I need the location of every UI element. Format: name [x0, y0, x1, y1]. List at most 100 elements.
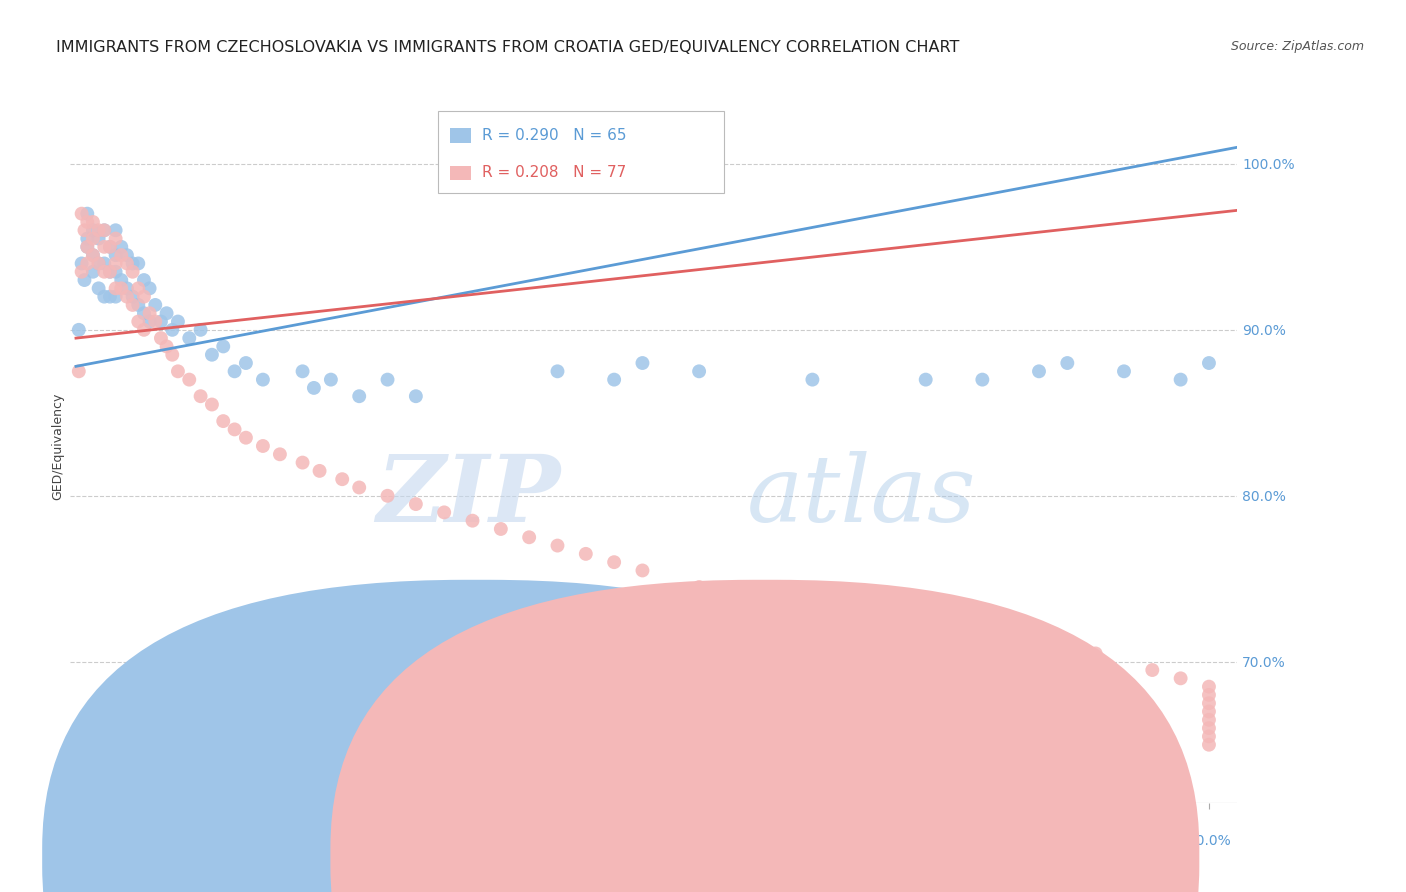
- Point: [110, 240, 132, 254]
- Point: [149, 331, 172, 345]
- Point: [167, 364, 190, 378]
- Point: [98, 240, 121, 254]
- Point: [93, 265, 115, 279]
- Point: [155, 339, 177, 353]
- Point: [433, 505, 456, 519]
- Point: [138, 314, 160, 328]
- Point: [87, 223, 110, 237]
- Text: R = 0.208   N = 77: R = 0.208 N = 77: [482, 165, 627, 180]
- Point: [132, 306, 155, 320]
- Point: [87, 281, 110, 295]
- Point: [291, 456, 314, 470]
- Point: [82, 223, 104, 237]
- Point: [82, 248, 104, 262]
- Point: [914, 373, 936, 387]
- Point: [104, 248, 127, 262]
- Text: Source: ZipAtlas.com: Source: ZipAtlas.com: [1230, 40, 1364, 54]
- Point: [461, 514, 484, 528]
- Point: [302, 381, 325, 395]
- Point: [1142, 663, 1164, 677]
- Point: [745, 588, 768, 602]
- Point: [347, 481, 370, 495]
- Point: [104, 223, 127, 237]
- Point: [73, 273, 96, 287]
- Point: [98, 265, 121, 279]
- Point: [98, 290, 121, 304]
- Point: [121, 290, 143, 304]
- Point: [93, 290, 115, 304]
- Point: [143, 314, 166, 328]
- Point: [104, 281, 127, 295]
- Bar: [437, 111, 724, 193]
- Point: [1028, 364, 1050, 378]
- Point: [347, 389, 370, 403]
- Text: 0.0%: 0.0%: [77, 834, 112, 848]
- Point: [1112, 364, 1135, 378]
- Point: [1198, 713, 1220, 727]
- Point: [377, 373, 399, 387]
- Point: [914, 613, 936, 627]
- Bar: [450, 166, 471, 180]
- Point: [104, 290, 127, 304]
- Point: [138, 281, 160, 295]
- Point: [121, 298, 143, 312]
- Point: [127, 281, 149, 295]
- Point: [149, 314, 172, 328]
- Point: [98, 265, 121, 279]
- Point: [76, 207, 98, 221]
- Text: IMMIGRANTS FROM CZECHOSLOVAKIA VS IMMIGRANTS FROM CROATIA GED/EQUIVALENCY CORREL: IMMIGRANTS FROM CZECHOSLOVAKIA VS IMMIGR…: [56, 40, 960, 55]
- Point: [132, 290, 155, 304]
- Point: [98, 240, 121, 254]
- Point: [167, 314, 190, 328]
- Point: [179, 373, 201, 387]
- Point: [132, 273, 155, 287]
- Point: [377, 489, 399, 503]
- Text: 20.0%: 20.0%: [1187, 834, 1230, 848]
- Point: [1056, 356, 1078, 370]
- Point: [461, 696, 484, 710]
- Point: [70, 256, 93, 270]
- Point: [801, 597, 824, 611]
- Point: [801, 373, 824, 387]
- Point: [121, 265, 143, 279]
- Point: [76, 231, 98, 245]
- Point: [104, 265, 127, 279]
- Point: [132, 323, 155, 337]
- Y-axis label: GED/Equivalency: GED/Equivalency: [52, 392, 65, 500]
- Text: atlas: atlas: [747, 451, 977, 541]
- Point: [201, 348, 224, 362]
- Point: [688, 364, 710, 378]
- Point: [87, 256, 110, 270]
- Point: [1198, 356, 1220, 370]
- Point: [138, 306, 160, 320]
- Point: [1084, 647, 1107, 661]
- Text: R = 0.290   N = 65: R = 0.290 N = 65: [482, 128, 627, 143]
- Point: [87, 256, 110, 270]
- Point: [1198, 730, 1220, 744]
- Point: [212, 414, 235, 428]
- Point: [179, 331, 201, 345]
- Point: [82, 231, 104, 245]
- Point: [252, 373, 274, 387]
- Point: [155, 306, 177, 320]
- Point: [1170, 671, 1192, 685]
- Point: [76, 256, 98, 270]
- Point: [127, 314, 149, 328]
- Point: [489, 522, 512, 536]
- Point: [1198, 738, 1220, 752]
- Point: [76, 240, 98, 254]
- Point: [190, 323, 212, 337]
- Point: [93, 240, 115, 254]
- Point: [603, 373, 626, 387]
- Point: [1198, 680, 1220, 694]
- Text: ZIP: ZIP: [377, 451, 561, 541]
- Point: [1198, 696, 1220, 710]
- Point: [252, 439, 274, 453]
- Point: [235, 356, 257, 370]
- Point: [631, 564, 654, 578]
- Point: [224, 364, 246, 378]
- Point: [235, 431, 257, 445]
- Point: [67, 323, 90, 337]
- Point: [93, 223, 115, 237]
- Point: [405, 389, 427, 403]
